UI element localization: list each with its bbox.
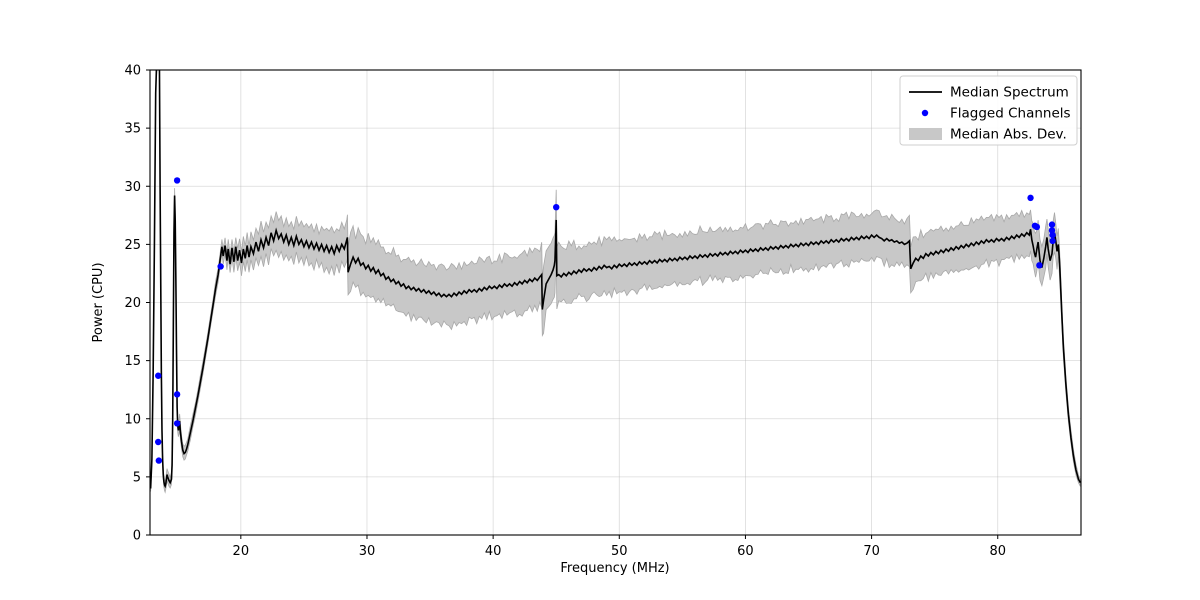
y-tick-label: 20 [124, 296, 141, 311]
y-tick-label: 30 [124, 180, 141, 195]
median-spectrum-line [149, 51, 1082, 489]
flagged-channel-point [173, 177, 181, 184]
mad-band [150, 27, 1081, 494]
flagged-channel-point [155, 372, 162, 379]
y-tick-label: 10 [124, 412, 141, 427]
x-tick-label: 20 [233, 544, 250, 559]
flagged-channel-point [173, 420, 181, 427]
chart-legend[interactable]: Median Spectrum Flagged Channels Median Ab… [899, 75, 1078, 146]
flagged-channel-point [155, 457, 163, 464]
x-tick-label: 60 [737, 544, 754, 559]
legend-label: Median Spectrum [950, 85, 1069, 101]
x-tick-label: 40 [485, 544, 502, 559]
flagged-channel-point [1049, 231, 1056, 239]
y-tick-label: 0 [133, 529, 141, 544]
y-axis-ticks: 0 5 10 15 20 25 30 35 40 [124, 64, 150, 544]
y-tick-label: 15 [124, 354, 141, 369]
flagged-channel-point [173, 391, 181, 398]
legend-label: Median Abs. Dev. [950, 127, 1067, 143]
y-axis-label: Power (CPU) [91, 262, 106, 342]
flagged-channel-point [553, 203, 560, 211]
flagged-channel-point [1036, 262, 1043, 269]
flagged-channel-point [217, 263, 224, 270]
flagged-channel-point [1049, 237, 1056, 245]
legend-swatch-median-abs-dev [909, 128, 942, 140]
x-axis-ticks: 20 30 40 50 60 70 80 [233, 535, 1006, 559]
x-tick-label: 80 [989, 544, 1006, 559]
flagged-channel-point [155, 438, 162, 446]
y-tick-label: 35 [124, 122, 141, 137]
flagged-channel-point [1048, 221, 1056, 228]
y-tick-label: 5 [133, 470, 141, 485]
x-tick-label: 70 [863, 544, 880, 559]
y-tick-label: 25 [124, 238, 141, 253]
legend-label: Flagged Channels [950, 106, 1071, 122]
x-tick-label: 30 [359, 544, 376, 559]
x-tick-label: 50 [611, 544, 628, 559]
flagged-channels-markers [155, 177, 1056, 464]
x-axis-label: Frequency (MHz) [560, 561, 669, 576]
flagged-channel-point [1027, 194, 1034, 202]
flagged-channel-point [1033, 223, 1041, 231]
legend-swatch-flagged-channels [921, 109, 929, 117]
y-tick-label: 40 [124, 64, 141, 79]
